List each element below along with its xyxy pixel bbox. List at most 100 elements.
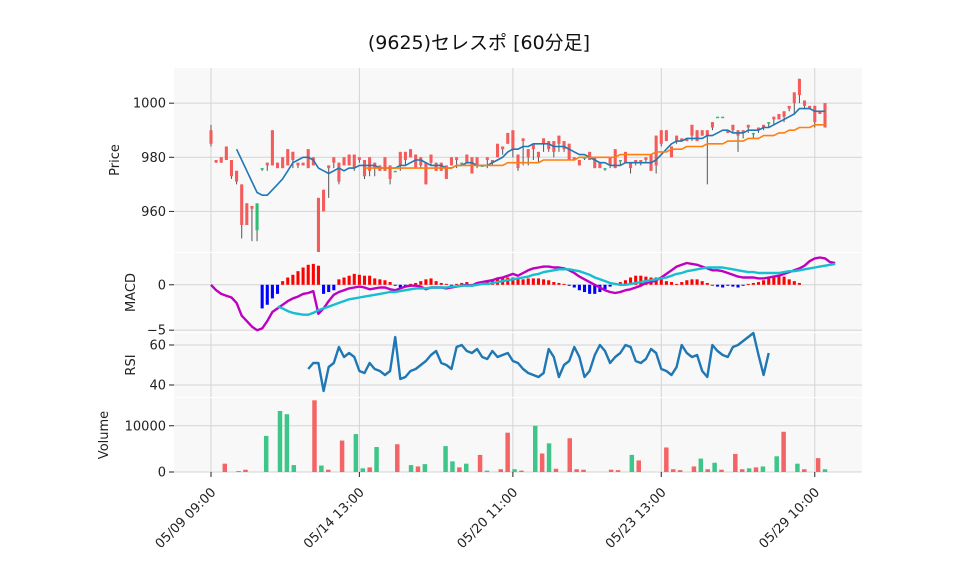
macd-line (210, 256, 836, 332)
macd-hist-bar (516, 279, 520, 285)
candle-body (465, 154, 469, 163)
candle-body (383, 157, 387, 171)
candle-body (756, 127, 761, 131)
macd-hist-bar (772, 276, 776, 285)
macd-hist-bar (260, 284, 264, 309)
candle-body (224, 146, 228, 160)
candle-body (680, 138, 684, 142)
volume-bar (753, 467, 759, 472)
candle-body (542, 138, 546, 144)
candle-body (669, 146, 674, 158)
y-tick-label: 1000 (133, 97, 166, 112)
candle-body (490, 160, 494, 163)
candle-body (316, 197, 320, 252)
candle-body (219, 157, 223, 163)
volume-bar (498, 469, 503, 472)
volume-bar (815, 458, 821, 472)
macd-hist-bar (332, 284, 336, 291)
macd-signal-line (277, 262, 836, 316)
macd-hist-bar (695, 279, 699, 285)
volume-bar (719, 469, 724, 472)
candle-body (751, 132, 755, 135)
macd-hist-bar (700, 281, 704, 285)
macd-hist-bar (736, 284, 740, 288)
macd-hist-bar (368, 275, 372, 285)
macd-hist-bar (439, 282, 443, 285)
volume-bar (339, 440, 345, 472)
volume-bar (374, 447, 379, 472)
macd-hist-bar (746, 283, 750, 285)
candle-body (250, 206, 254, 209)
y-tick-label: 60 (149, 339, 166, 354)
candle-body (639, 160, 643, 163)
macd-hist-bar (582, 284, 587, 293)
ma-long-line (364, 124, 825, 169)
macd-hist-bar (710, 284, 714, 286)
candle-body (501, 146, 505, 150)
candle-body (485, 157, 489, 160)
candle-body (813, 105, 817, 123)
candle-body (603, 168, 607, 170)
macd-hist-bar (567, 284, 571, 286)
macd-hist-bar (562, 283, 566, 285)
macd-hist-bar (455, 283, 459, 285)
candle-body (275, 162, 280, 169)
volume-bar (360, 468, 366, 472)
macd-hist-bar (762, 280, 766, 285)
panel-volume (174, 398, 862, 472)
candle-body (598, 162, 602, 169)
candle-body (434, 162, 438, 171)
candle-body (823, 103, 827, 128)
y-tick-label: 0 (158, 466, 166, 481)
macd-hist-bar (414, 282, 418, 285)
volume-bar (677, 470, 683, 472)
volume-bar (484, 470, 490, 472)
macd-hist-bar (526, 278, 530, 285)
y-axis-label-price: Price (108, 144, 123, 176)
macd-hist-bar (373, 278, 377, 285)
candle-body (746, 124, 750, 128)
candle-body (511, 130, 515, 150)
macd-hist-bar (685, 280, 689, 285)
macd-hist-bar (286, 277, 290, 285)
macd-hist-bar (460, 282, 464, 285)
candle-body (721, 116, 725, 119)
volume-bar (629, 454, 635, 472)
macd-hist-bar (777, 275, 781, 285)
candle-body (716, 116, 720, 119)
candle-body (337, 162, 341, 182)
volume-bar (712, 462, 717, 472)
candle-body (664, 130, 668, 142)
macd-hist-bar (306, 264, 310, 285)
macd-hist-bar (393, 284, 397, 286)
candle-body (429, 154, 433, 163)
macd-hist-bar (608, 284, 612, 287)
macd-hist-bar (792, 281, 796, 285)
y-axis-label-volume: Volume (97, 411, 112, 459)
candle-body (772, 116, 776, 120)
volume-bar (222, 463, 228, 472)
macd-hist-bar (603, 284, 607, 290)
macd-hist-bar (265, 284, 269, 305)
volume-bar (395, 444, 400, 472)
candle-body (281, 157, 285, 169)
macd-hist-bar (767, 277, 771, 285)
macd-hist-bar (577, 284, 581, 291)
y-tick-label: −5 (147, 324, 166, 339)
macd-hist-bar (588, 284, 592, 294)
macd-hist-bar (291, 274, 295, 285)
y-tick-label: 960 (141, 205, 166, 220)
candle-body (644, 157, 648, 160)
volume-bar (539, 453, 545, 472)
macd-hist-bar (383, 280, 387, 285)
volume-bar (608, 469, 614, 472)
candle-body (577, 160, 581, 166)
macd-hist-bar (659, 279, 663, 285)
macd-hist-bar (316, 265, 320, 285)
macd-hist-bar (557, 282, 561, 285)
candle-body (245, 203, 249, 225)
ma-short-line (235, 107, 825, 196)
macd-hist-bar (552, 282, 556, 285)
candle-body (536, 151, 541, 158)
macd-hist-bar (347, 275, 351, 285)
